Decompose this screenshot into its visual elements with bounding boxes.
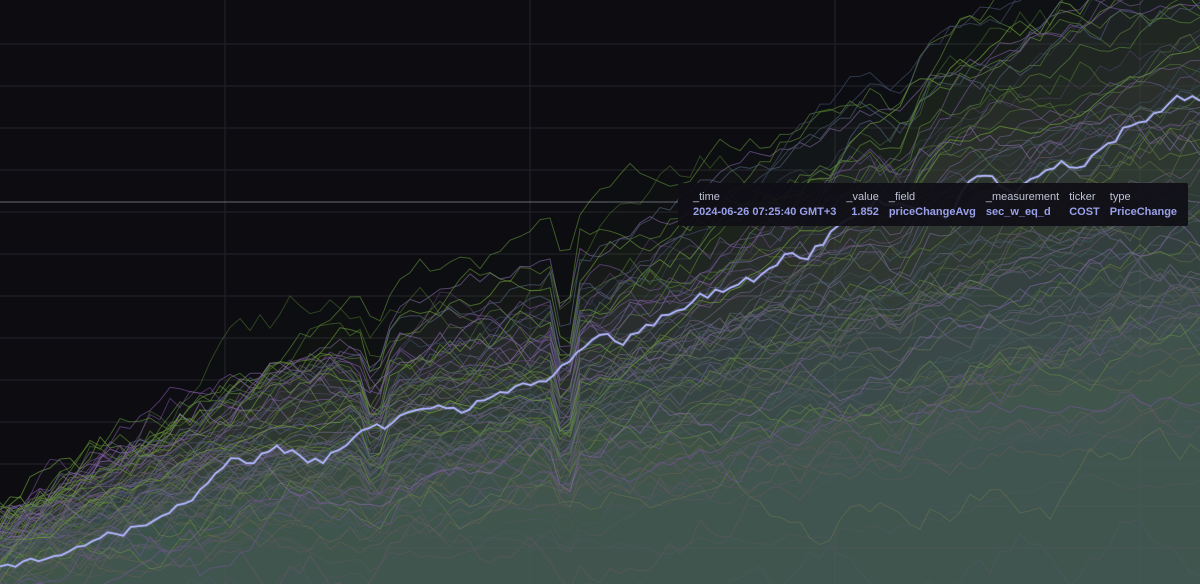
series-line[interactable] [0,0,1200,544]
series-line[interactable] [0,205,1200,547]
series-line[interactable] [0,283,1200,584]
tooltip-type: PriceChange [1109,206,1178,218]
series-line[interactable] [0,353,1200,559]
series-line[interactable] [0,59,1200,534]
series-line[interactable] [0,312,1200,545]
series-line[interactable] [0,301,1200,561]
series-line[interactable] [0,321,1200,528]
tooltip-ticker: COST [1069,206,1100,218]
series-line[interactable] [0,363,1200,581]
series-line[interactable] [0,315,1200,538]
series-line[interactable] [0,518,1200,584]
series-line[interactable] [0,119,1200,564]
tooltip-header-row: _time _value _field _measurement ticker … [688,190,1182,205]
series-line[interactable] [0,238,1200,535]
series-line[interactable] [0,189,1200,549]
series-line[interactable] [0,215,1200,540]
series-line[interactable] [0,271,1200,584]
series-line[interactable] [0,391,1200,584]
series-line[interactable] [0,0,1200,540]
tooltip-measurement: sec_w_eq_d [985,206,1051,218]
series-line[interactable] [0,195,1200,545]
series-line[interactable] [0,169,1200,546]
series-line[interactable] [0,240,1200,520]
tooltip-header-value: _value [846,191,879,203]
series-line[interactable] [0,0,1200,513]
series-line[interactable] [0,215,1200,528]
series-line[interactable] [0,16,1200,571]
series-line[interactable] [0,223,1200,544]
series-line[interactable] [0,0,1200,536]
tooltip-header-ticker: ticker [1069,191,1096,203]
series-line[interactable] [0,0,1200,550]
series-line[interactable] [0,234,1200,562]
series-line[interactable] [0,157,1200,520]
series-line[interactable] [0,311,1200,571]
series-line[interactable] [0,323,1200,575]
series-line[interactable] [0,3,1200,534]
series-line[interactable] [0,106,1200,555]
series-line[interactable] [0,33,1200,521]
series-line[interactable] [0,394,1200,584]
series-line[interactable] [0,45,1200,564]
series-line[interactable] [0,168,1200,584]
series-line[interactable] [0,112,1200,531]
series-line[interactable] [0,89,1200,529]
series-line[interactable] [0,372,1200,578]
tooltip-value-row: 2024-06-26 07:25:40 GMT+3 1.852 priceCha… [688,205,1182,220]
series-line[interactable] [0,193,1200,535]
series-line[interactable] [0,0,1200,539]
tooltip-time: 2024-06-26 07:25:40 GMT+3 [693,206,837,218]
series-line[interactable] [0,286,1200,513]
series-line[interactable] [0,389,1200,551]
tooltip-table: _time _value _field _measurement ticker … [688,190,1182,220]
series-line[interactable] [0,427,1200,546]
series-line[interactable] [0,425,1200,557]
series-line[interactable] [0,127,1200,511]
hover-tooltip: _time _value _field _measurement ticker … [678,183,1188,226]
tooltip-header-measurement: _measurement [985,191,1060,203]
series-line[interactable] [0,323,1200,554]
series-line[interactable] [0,287,1200,537]
tooltip-header-field: _field [888,191,916,203]
tooltip-header-type: type [1109,191,1131,203]
series-line[interactable] [0,201,1200,533]
series-line[interactable] [0,402,1200,584]
series-line[interactable] [0,73,1200,573]
series-line[interactable] [0,312,1200,564]
tooltip-header-time: _time [693,191,720,203]
tooltip-field: priceChangeAvg [888,206,976,218]
tooltip-value: 1.852 [851,206,879,218]
